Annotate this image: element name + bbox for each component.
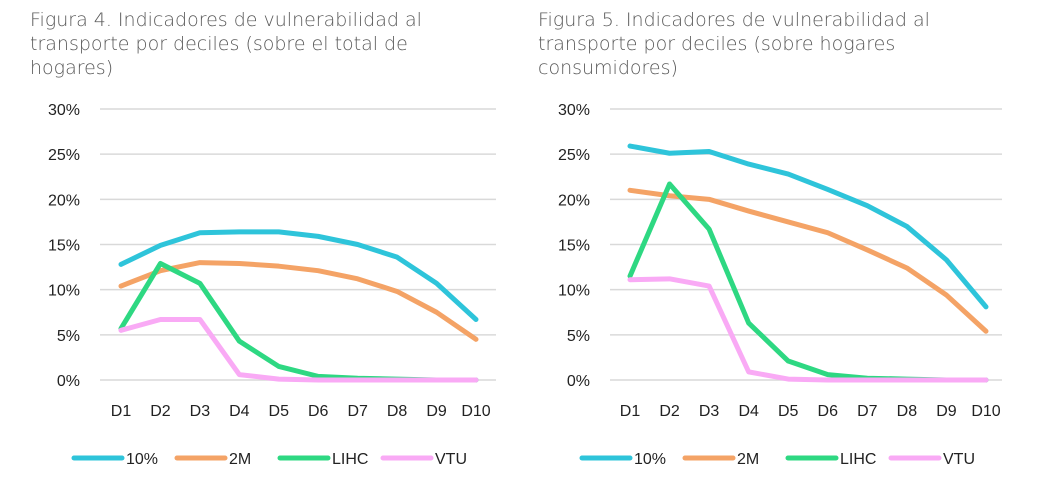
legend-label: 10%: [126, 451, 158, 468]
x-tick-label: D9: [936, 403, 957, 420]
y-tick-label: 5%: [57, 328, 80, 345]
x-tick-label: D5: [778, 403, 799, 420]
legend-label: VTU: [435, 451, 467, 468]
x-tick-label: D2: [659, 403, 680, 420]
y-tick-label: 30%: [558, 102, 590, 119]
x-tick-label: D7: [347, 403, 368, 420]
x-tick-label: D4: [229, 403, 250, 420]
y-tick-label: 0%: [567, 373, 590, 390]
series-line-2M: [627, 187, 989, 334]
series-line-2M: [118, 260, 479, 342]
x-tick-label: D8: [897, 403, 918, 420]
chart-1: 0% 5% 10% 15% 20% 25% 30% D1 D2 D3 D4 D5 D6 D7 D8 D9 D10…: [48, 102, 496, 468]
x-tick-label: D5: [269, 403, 290, 420]
y-tick-label: 25%: [558, 147, 590, 164]
x-tick-label: D6: [818, 403, 839, 420]
series-line-10%: [627, 143, 989, 310]
chart-title: Figura 4. Indicadores de vulnerabilidad …: [30, 9, 422, 79]
x-tick-label: D3: [699, 403, 720, 420]
legend-label: LIHC: [840, 451, 876, 468]
x-tick-label: D1: [111, 403, 132, 420]
legend-label: 2M: [737, 451, 759, 468]
legend-label: VTU: [943, 451, 975, 468]
chart-title: Figura 5. Indicadores de vulnerabilidad …: [538, 9, 930, 79]
y-tick-label: 20%: [558, 192, 590, 209]
series-line-VTU: [627, 276, 989, 383]
x-tick-label: D2: [150, 403, 171, 420]
y-tick-label: 30%: [48, 102, 80, 119]
series-line-VTU: [118, 316, 479, 383]
x-tick-label: D4: [738, 403, 759, 420]
x-tick-label: D1: [620, 403, 641, 420]
x-tick-label: D3: [190, 403, 211, 420]
x-tick-label: D10: [971, 403, 1000, 420]
y-tick-label: 10%: [558, 283, 590, 300]
legend-label: LIHC: [332, 451, 368, 468]
y-tick-label: 15%: [48, 238, 80, 255]
x-tick-label: D6: [308, 403, 329, 420]
x-tick-label: D9: [426, 403, 447, 420]
chart-2: 0% 5% 10% 15% 20% 25% 30% D1 D2 D3 D4 D5 D6 D7 D8 D9 D10…: [558, 102, 1002, 468]
legend-label: 10%: [634, 451, 666, 468]
x-tick-label: D10: [461, 403, 490, 420]
y-tick-label: 15%: [558, 238, 590, 255]
x-tick-label: D7: [857, 403, 878, 420]
y-tick-label: 20%: [48, 192, 80, 209]
y-tick-label: 10%: [48, 283, 80, 300]
x-tick-label: D8: [387, 403, 408, 420]
y-tick-label: 5%: [567, 328, 590, 345]
y-tick-label: 25%: [48, 147, 80, 164]
y-tick-label: 0%: [57, 373, 80, 390]
series-line-10%: [118, 229, 479, 322]
legend-label: 2M: [229, 451, 251, 468]
